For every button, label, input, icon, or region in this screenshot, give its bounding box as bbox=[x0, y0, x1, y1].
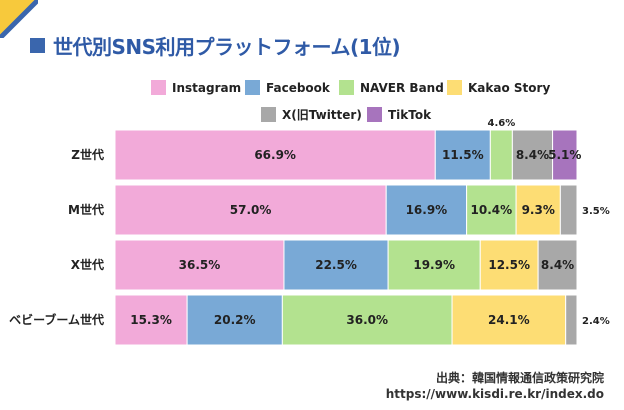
legend-swatch-instagram bbox=[151, 80, 166, 95]
legend-label-instagram: Instagram bbox=[172, 81, 241, 95]
bar-segment-naver-band bbox=[466, 184, 517, 236]
bar-segment-instagram bbox=[114, 294, 188, 346]
bar-segment-facebook bbox=[283, 239, 389, 291]
data-label-kakao-story: 24.1% bbox=[488, 313, 530, 327]
category-label: ベビーブーム世代 bbox=[9, 312, 104, 327]
bar-segment-facebook bbox=[385, 184, 468, 236]
data-label-x-twitter: 2.4% bbox=[582, 316, 610, 327]
data-label-kakao-story: 12.5% bbox=[488, 258, 530, 272]
category-label: M世代 bbox=[68, 202, 104, 217]
bar-segment-instagram bbox=[114, 129, 436, 181]
bar-segment-naver-band bbox=[281, 294, 453, 346]
bar-segment-facebook bbox=[434, 129, 491, 181]
legend-label-kakao-story: Kakao Story bbox=[468, 81, 550, 95]
data-labels: 66.9% 11.5%4.6%8.4% 5.1%57.0% 16.9% 10.4% 9.3… bbox=[130, 118, 609, 327]
bar-segment-x-twitter bbox=[559, 184, 578, 236]
bar-segment-x-twitter bbox=[565, 294, 578, 346]
data-label-x-twitter: 3.5% bbox=[582, 206, 610, 217]
bar-segment-naver-band bbox=[387, 239, 481, 291]
data-label-x-twitter: 8.4% bbox=[541, 258, 574, 272]
bar-segment-instagram bbox=[114, 184, 387, 236]
legend-label-naver-band: NAVER Band bbox=[360, 81, 444, 95]
data-label-naver-band: 10.4% bbox=[471, 203, 513, 217]
category-label: Z世代 bbox=[71, 147, 104, 162]
data-label-naver-band: 19.9% bbox=[413, 258, 455, 272]
data-label-x-twitter: 8.4% bbox=[516, 148, 549, 162]
bar-segment-x-twitter bbox=[511, 129, 554, 181]
chart-title-block: 世代別SNS利用プラットフォーム(1位) bbox=[30, 30, 401, 60]
data-label-naver-band: 4.6% bbox=[487, 118, 515, 129]
bar-segment-kakao-story bbox=[451, 294, 567, 346]
data-label-facebook: 11.5% bbox=[442, 148, 484, 162]
legend-label-tiktok: TikTok bbox=[388, 108, 432, 122]
bar-segment-facebook bbox=[186, 294, 283, 346]
category-label: X世代 bbox=[71, 257, 104, 272]
data-label-facebook: 16.9% bbox=[406, 203, 448, 217]
bar-segment-tiktok bbox=[552, 129, 578, 181]
source-url: https://www.kisdi.re.kr/index.do bbox=[385, 387, 604, 401]
bar-segment-x-twitter bbox=[537, 239, 578, 291]
legend-swatch-naver-band bbox=[339, 80, 354, 95]
legend-swatch-tiktok bbox=[367, 107, 382, 122]
data-label-tiktok: 5.1% bbox=[548, 148, 581, 162]
corner-blue-stroke bbox=[0, 0, 38, 38]
corner-decoration bbox=[0, 0, 38, 38]
bars bbox=[114, 129, 578, 346]
data-label-kakao-story: 9.3% bbox=[522, 203, 555, 217]
source-caption: 出典：韓国情報通信政策研究院 bbox=[435, 371, 604, 385]
data-label-instagram: 36.5% bbox=[179, 258, 221, 272]
legend: Instagram Facebook NAVER Band Kakao Story X(… bbox=[151, 80, 550, 122]
bar-segment-instagram bbox=[114, 239, 285, 291]
legend-label-facebook: Facebook bbox=[266, 81, 331, 95]
chart-title: 世代別SNS利用プラットフォーム(1位) bbox=[53, 34, 401, 59]
bar-segment-kakao-story bbox=[515, 184, 561, 236]
legend-swatch-kakao-story bbox=[447, 80, 462, 95]
data-label-instagram: 66.9% bbox=[254, 148, 296, 162]
data-label-facebook: 22.5% bbox=[315, 258, 357, 272]
legend-swatch-x-twitter bbox=[261, 107, 276, 122]
legend-label-x-twitter: X(旧Twitter) bbox=[282, 108, 362, 122]
legend-swatch-facebook bbox=[245, 80, 260, 95]
bar-segment-naver-band bbox=[489, 129, 513, 181]
data-label-naver-band: 36.0% bbox=[346, 313, 388, 327]
data-label-facebook: 20.2% bbox=[214, 313, 256, 327]
data-label-instagram: 15.3% bbox=[130, 313, 172, 327]
title-square-icon bbox=[30, 37, 45, 53]
data-label-instagram: 57.0% bbox=[230, 203, 272, 217]
